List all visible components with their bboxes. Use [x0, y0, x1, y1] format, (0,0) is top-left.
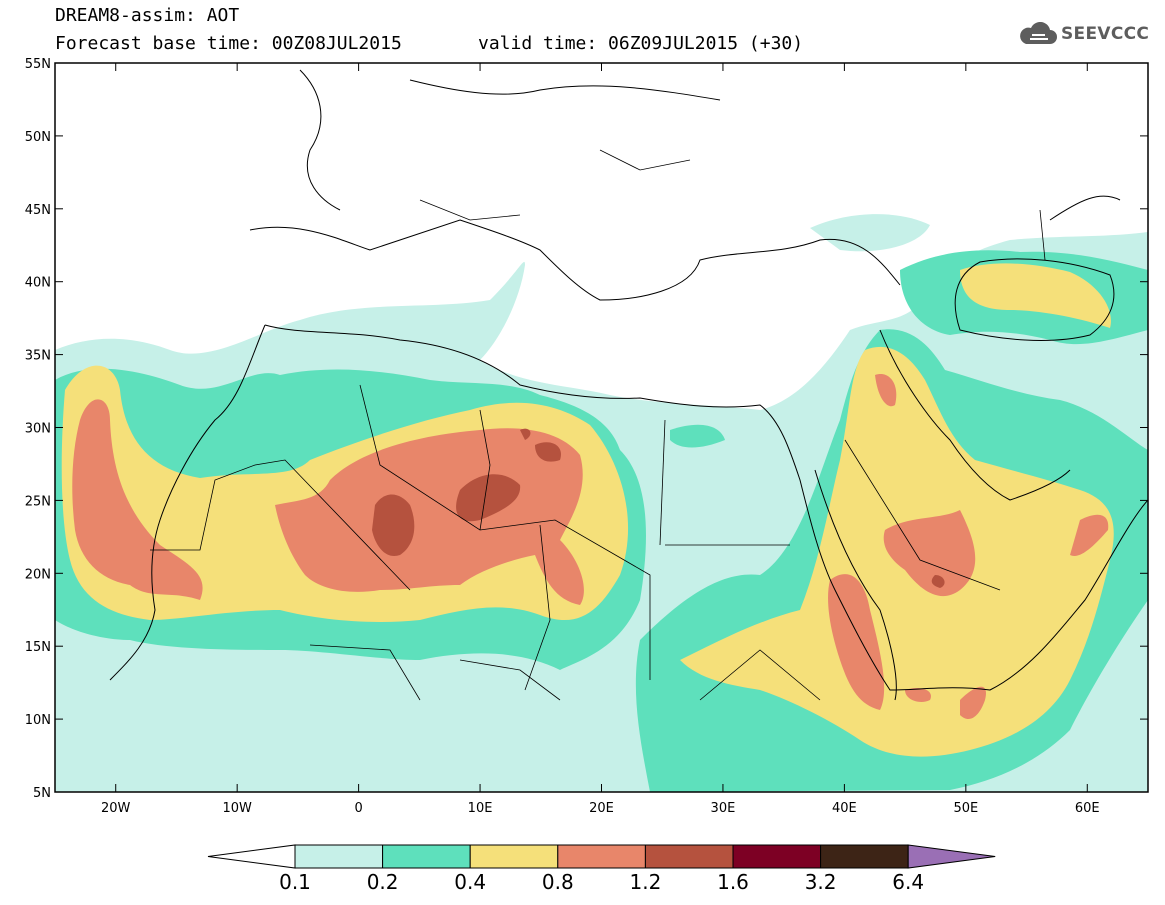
colorbar-cell [557, 844, 646, 869]
colorbar-label: 6.4 [892, 870, 924, 894]
lon-label: 20E [589, 801, 614, 816]
colorbar-label: 1.2 [629, 870, 661, 894]
lon-label: 10E [468, 801, 493, 816]
forecast-base-time: Forecast base time: 00Z08JUL2015 [55, 33, 402, 54]
longitude-axis: 20W 10W 0 10E 20E 30E 40E 50E 60E [101, 63, 1100, 816]
colorbar-label: 1.6 [717, 870, 749, 894]
lon-label: 50E [953, 801, 978, 816]
lat-label: 25N [25, 494, 51, 509]
colorbar-label: 0.2 [367, 870, 399, 894]
lat-label: 15N [25, 640, 51, 655]
lon-label: 60E [1075, 801, 1100, 816]
colorbar-cell [469, 844, 559, 869]
logo-text: SEEVCCC [1061, 24, 1150, 44]
lat-label: 40N [25, 276, 51, 291]
colorbar-label: 0.8 [542, 870, 574, 894]
lon-label: 10W [222, 801, 252, 816]
colorbar-cell [644, 844, 734, 869]
valid-time: valid time: 06Z09JUL2015 (+30) [478, 33, 804, 54]
colorbar-low-triangle [207, 844, 296, 869]
colorbar-label: 0.1 [279, 870, 311, 894]
lon-label: 30E [711, 801, 736, 816]
lat-label: 5N [33, 786, 51, 801]
lon-label: 20W [101, 801, 131, 816]
lat-label: 30N [25, 422, 51, 437]
colorbar-label: 3.2 [805, 870, 837, 894]
lat-label: 35N [25, 349, 51, 364]
cloud-icon [1020, 22, 1057, 44]
lat-label: 10N [25, 713, 51, 728]
aot-level-0.8 [72, 374, 1109, 720]
colorbar-cell [732, 844, 822, 869]
lat-label: 50N [25, 130, 51, 145]
map-title: DREAM8-assim: AOT [55, 5, 240, 26]
lon-label: 40E [832, 801, 857, 816]
latitude-axis: 55N 50N 45N 40N 35N 30N 25N 20N 15N 10N 5N [25, 57, 1148, 801]
coastlines [109, 69, 1148, 701]
lat-label: 45N [25, 203, 51, 218]
colorbar-cell [820, 844, 909, 869]
lon-label: 0 [354, 801, 362, 816]
lat-label: 20N [25, 567, 51, 582]
colorbar-high-triangle [907, 844, 996, 869]
lat-label: 55N [25, 57, 51, 72]
country-borders [150, 149, 1046, 701]
colorbar-cell [382, 844, 471, 869]
aot-level-1.2 [372, 428, 945, 588]
aot-field [55, 63, 1148, 792]
seevccc-logo: SEEVCCC [1018, 22, 1149, 46]
colorbar-label: 0.4 [454, 870, 486, 894]
colorbar: 0.1 0.2 0.4 0.8 1.2 1.6 3.2 6.4 [207, 844, 996, 894]
colorbar-cell [294, 844, 384, 869]
